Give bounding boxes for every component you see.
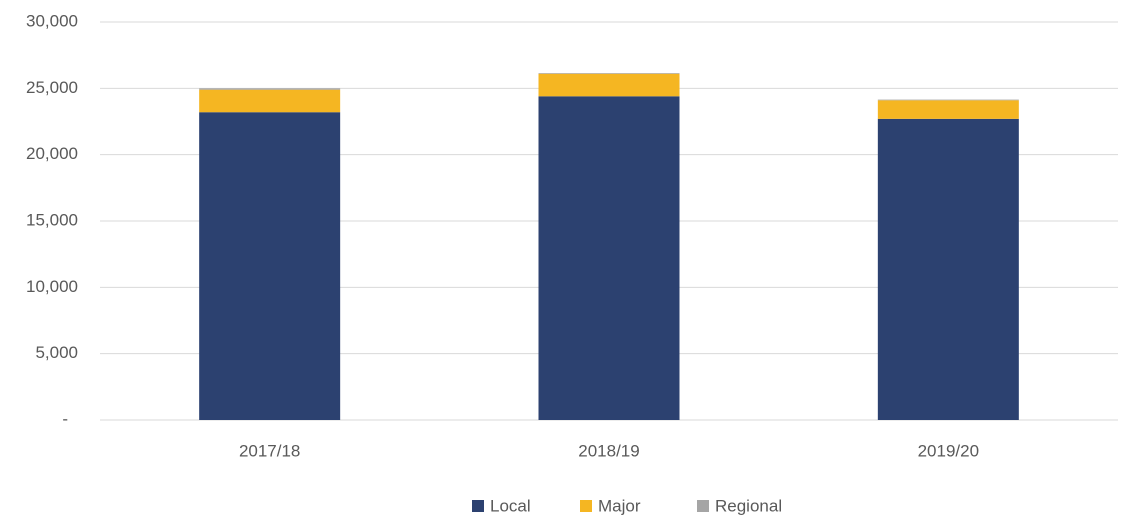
x-tick-label: 2019/20: [918, 441, 979, 460]
bar-segment: [877, 100, 1019, 119]
bar-segment: [199, 89, 341, 113]
legend-label: Regional: [715, 496, 782, 515]
y-tick-label: 30,000: [26, 11, 78, 30]
x-tick-label: 2017/18: [239, 441, 300, 460]
bar-segment: [877, 99, 1019, 101]
legend-swatch: [580, 500, 592, 512]
legend-swatch: [697, 500, 709, 512]
y-tick-label: 5,000: [35, 343, 78, 362]
bar-segment: [199, 112, 341, 421]
y-tick-label: 10,000: [26, 277, 78, 296]
bar-segment: [199, 88, 341, 90]
y-tick-label: 20,000: [26, 144, 78, 163]
bar-segment: [538, 73, 680, 74]
legend-label: Major: [598, 496, 641, 515]
legend-swatch: [472, 500, 484, 512]
bar-segment: [877, 118, 1019, 420]
y-tick-label: -: [62, 409, 68, 428]
legend-label: Local: [490, 496, 531, 515]
y-tick-label: 15,000: [26, 210, 78, 229]
y-tick-label: 25,000: [26, 78, 78, 97]
x-tick-label: 2018/19: [578, 441, 639, 460]
bar-segment: [538, 96, 680, 420]
bar-segment: [538, 73, 680, 97]
